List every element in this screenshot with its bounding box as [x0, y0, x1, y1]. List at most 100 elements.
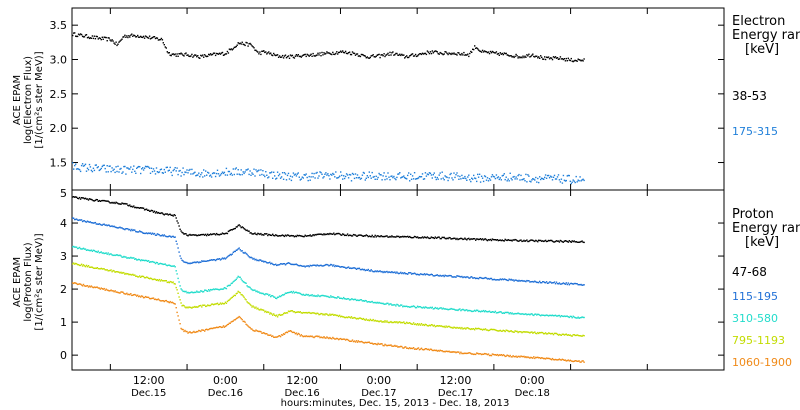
data-point	[564, 359, 567, 361]
data-point	[298, 55, 300, 58]
data-point	[450, 172, 452, 175]
data-point	[520, 355, 522, 357]
data-point	[238, 315, 240, 318]
data-point	[489, 238, 492, 241]
data-point	[276, 297, 278, 300]
data-point	[540, 357, 542, 360]
data-point	[533, 281, 535, 283]
data-point	[529, 314, 531, 316]
data-point	[169, 264, 171, 267]
data-point	[568, 59, 570, 61]
data-point	[460, 54, 462, 56]
data-point	[501, 354, 503, 357]
data-point	[336, 177, 338, 179]
data-point	[340, 234, 342, 236]
data-point	[124, 273, 126, 275]
data-point	[343, 52, 346, 54]
data-point	[331, 313, 333, 316]
data-point	[117, 254, 119, 257]
data-point	[568, 174, 570, 177]
data-point	[352, 173, 355, 176]
data-point	[264, 260, 266, 263]
data-point	[321, 233, 323, 236]
data-point	[73, 217, 75, 219]
data-point	[307, 265, 309, 267]
data-point	[225, 325, 228, 327]
data-point	[183, 330, 185, 333]
data-point	[278, 173, 281, 175]
data-point	[111, 271, 113, 273]
data-point	[542, 314, 544, 316]
data-point	[456, 351, 458, 353]
data-point	[254, 289, 256, 291]
data-point	[561, 58, 564, 60]
data-point	[576, 317, 578, 319]
data-point	[266, 311, 268, 314]
data-point	[199, 234, 201, 236]
data-point	[74, 196, 76, 198]
data-point	[138, 165, 140, 168]
data-point	[179, 169, 181, 172]
data-point	[287, 330, 290, 332]
data-point	[75, 218, 78, 220]
data-point	[580, 283, 582, 286]
data-point	[150, 233, 153, 235]
data-point	[463, 177, 465, 179]
data-point	[547, 56, 550, 58]
data-point	[392, 321, 394, 324]
data-point	[169, 280, 171, 283]
data-point	[516, 312, 518, 315]
data-point	[220, 52, 223, 54]
data-point	[426, 273, 429, 275]
data-point	[108, 37, 110, 39]
data-point	[75, 218, 77, 221]
data-point	[370, 301, 372, 303]
data-point	[200, 173, 202, 176]
proton-ytick-label-2: 2	[60, 283, 67, 296]
data-point	[393, 321, 395, 324]
data-point	[137, 166, 139, 168]
data-point	[510, 55, 512, 57]
data-point	[108, 269, 110, 272]
data-point	[281, 294, 284, 296]
data-point	[383, 53, 385, 55]
data-point	[135, 172, 137, 174]
data-point	[399, 346, 401, 348]
data-point	[359, 317, 362, 319]
data-point	[559, 316, 562, 318]
data-point	[95, 164, 97, 166]
data-point	[517, 280, 519, 282]
data-point	[143, 209, 146, 211]
data-point	[480, 51, 483, 53]
data-point	[353, 340, 356, 342]
data-point	[436, 176, 438, 179]
data-point	[423, 273, 426, 275]
data-point	[124, 34, 126, 36]
data-point	[526, 314, 528, 316]
data-point	[343, 316, 346, 319]
data-point	[79, 264, 82, 267]
data-point	[335, 314, 337, 316]
data-point	[226, 300, 229, 303]
data-point	[187, 291, 189, 294]
data-point	[283, 333, 286, 335]
data-point	[527, 174, 529, 176]
data-point	[490, 52, 493, 54]
data-point	[210, 303, 213, 305]
data-point	[192, 234, 194, 236]
data-point	[367, 176, 369, 179]
data-point	[376, 343, 378, 346]
data-point	[454, 351, 456, 353]
data-point	[459, 352, 461, 355]
data-point	[180, 302, 182, 304]
data-point	[196, 330, 198, 333]
data-point	[329, 313, 331, 315]
data-point	[345, 316, 348, 318]
data-point	[380, 320, 382, 322]
data-point	[388, 344, 390, 346]
data-point	[118, 171, 120, 173]
data-point	[312, 52, 314, 55]
data-point	[100, 200, 102, 202]
data-point	[299, 235, 301, 237]
data-point	[537, 356, 539, 358]
